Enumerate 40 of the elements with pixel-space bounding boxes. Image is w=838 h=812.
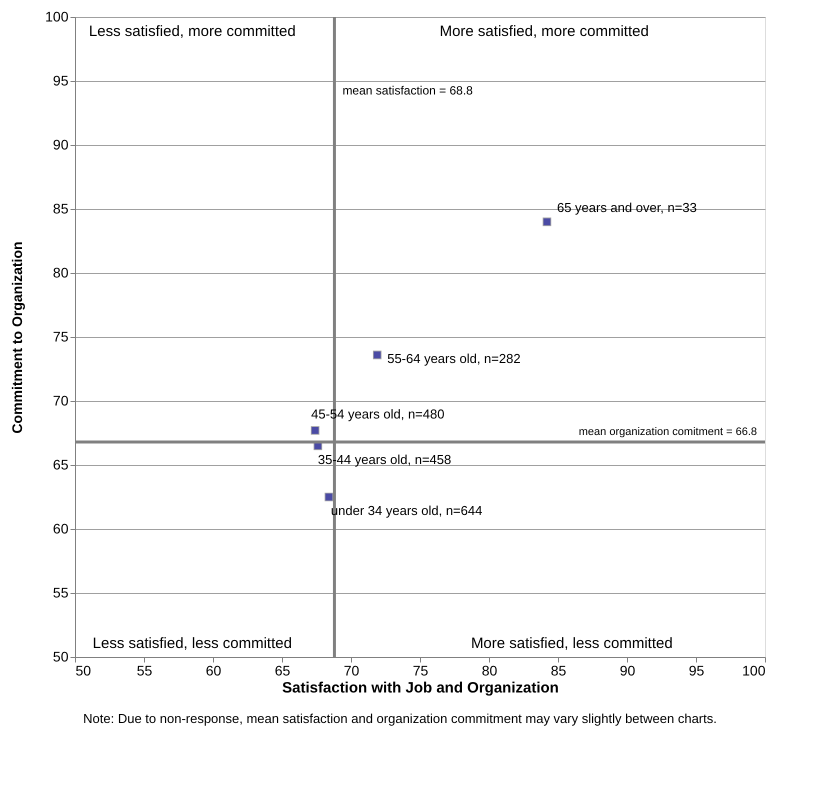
x-tick-label: 85 [550,662,566,678]
point [372,350,382,360]
y-tick-label: 60 [52,520,69,536]
point [310,426,320,435]
annotation: More satisfied, less committed [470,635,673,652]
annotation: 65 years and over, n=33 [556,200,697,215]
y-tick-label: 100 [45,8,69,24]
point [324,492,334,502]
y-tick-label: 55 [52,584,69,600]
x-tick-label: 100 [742,662,766,678]
text: Note: Due to non-response, mean satisfaction and organization commitment may vary slightly between charts. [83,711,717,726]
annotation: More satisfied, more committed [440,23,649,40]
y-tick-label: 65 [52,456,69,472]
x-tick-label: 80 [482,662,498,678]
x-tick-label: 50 [76,662,92,678]
ref-line-label: mean satisfaction = 68.8 [342,84,474,98]
ref-line-label: mean organization comitment = 66.8 [578,426,757,438]
annotation: 35-44 years old, n=458 [318,452,452,467]
annotation: 45-54 years old, n=480 [311,406,444,422]
y-tick-label: 80 [52,264,69,280]
x-axis-title: Satisfaction with Job and Organization [282,680,559,696]
y-tick-label: 85 [52,200,69,216]
annotation: Less satisfied, more committed [88,23,296,40]
y-axis-title: Commitment to Organization [9,241,26,434]
y-tick-label: 70 [52,392,69,408]
y-tick-label: 90 [52,136,69,152]
annotation: Less satisfied, less committed [92,635,292,652]
x-tick-label: 55 [136,662,152,678]
x-tick-label: 60 [206,662,222,678]
y-tick-label: 50 [52,648,69,664]
x-tick-label: 90 [620,662,636,678]
annotation: under 34 years old, n=644 [330,503,482,518]
x-tick-label: 75 [412,662,428,678]
y-tick-label: 95 [52,72,69,88]
x-tick-label: 95 [688,662,704,678]
x-tick-label: 65 [274,662,290,678]
y-tick-label: 75 [52,328,69,344]
point [542,218,552,226]
x-tick-label: 70 [344,662,360,678]
annotation: 55-64 years old, n=282 [387,350,521,366]
